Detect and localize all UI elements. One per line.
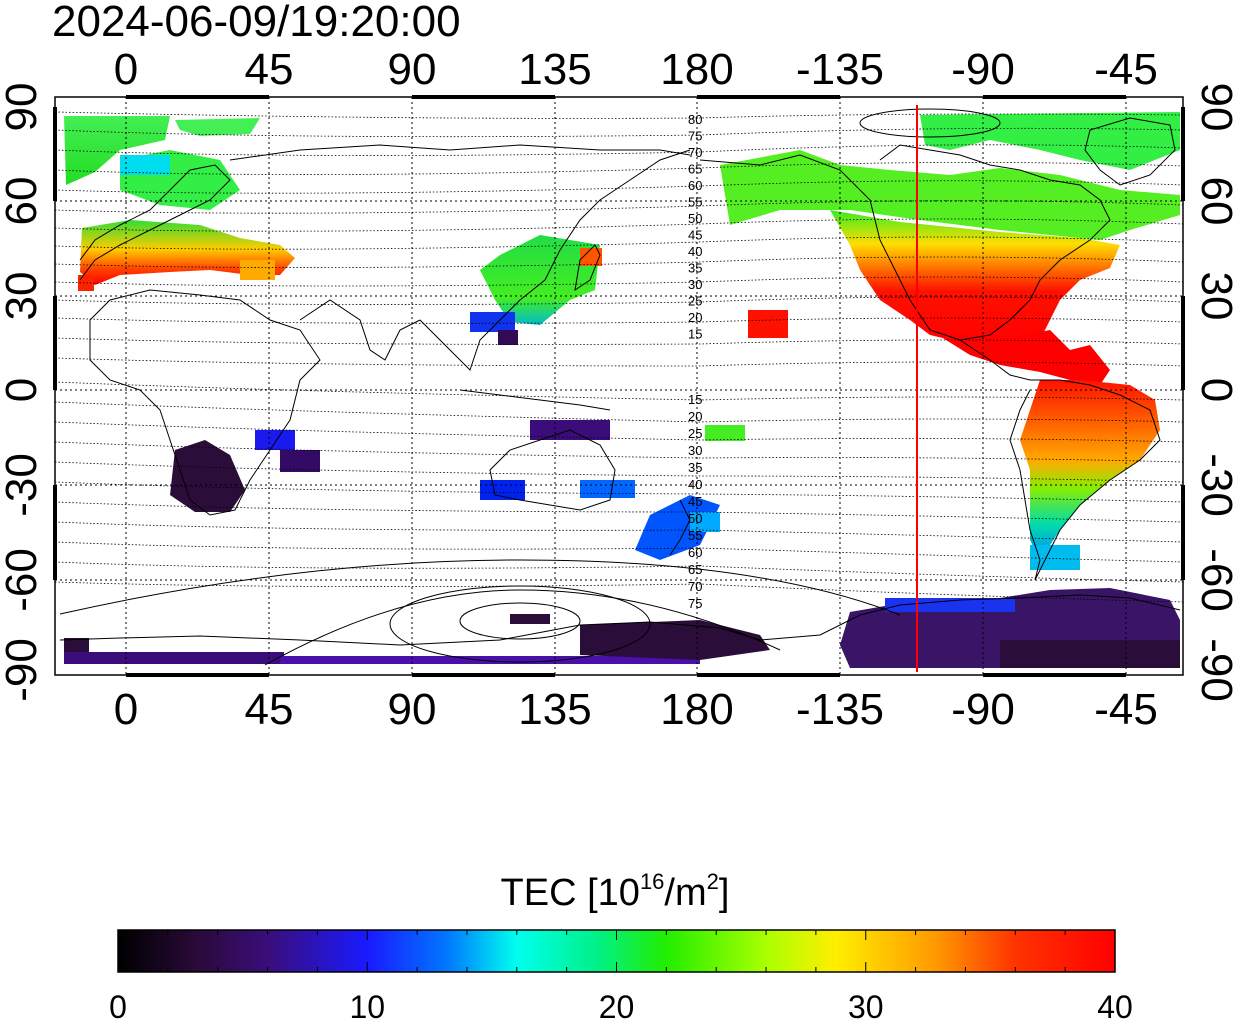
top-lon-label: -90 (951, 45, 1015, 94)
coastlines (59, 117, 1181, 646)
contour-label: 45 (688, 228, 702, 243)
top-lon-label: -135 (796, 45, 884, 94)
left-lat-label: -90 (0, 638, 46, 702)
left-lat-label: 0 (0, 378, 46, 402)
top-lon-label: 90 (388, 45, 437, 94)
colorbar-tick-labels: 0 10 20 30 40 (109, 989, 1133, 1021)
contour-label: 25 (688, 426, 702, 441)
colorbar-tick-label: 20 (599, 989, 635, 1021)
tec-patch-siberia (175, 118, 260, 136)
colorbar-tick-label: 40 (1097, 989, 1133, 1021)
tec-patch-central-america (930, 330, 1110, 385)
contour-label: 50 (688, 211, 702, 226)
tec-patch-antarctic-east (580, 620, 770, 660)
bottom-lon-label: 45 (245, 685, 294, 734)
contour-label: 65 (688, 562, 702, 577)
right-latitude-labels: 90 60 30 0 -30 -60 -90 (1192, 83, 1235, 702)
tec-data-layer (64, 112, 1180, 668)
contour-label: 40 (688, 477, 702, 492)
top-longitude-labels: 0 45 90 135 180 -135 -90 -45 (114, 45, 1158, 94)
contour-label: 25 (688, 294, 702, 309)
left-lat-label: 90 (0, 83, 46, 132)
bottom-lon-label: -45 (1094, 685, 1158, 734)
contour-label: 70 (688, 145, 702, 160)
right-lat-label: -90 (1192, 638, 1235, 702)
contour-label: 35 (688, 261, 702, 276)
top-lon-label: 0 (114, 45, 138, 94)
tec-patch-canada (720, 150, 1180, 240)
contour-label: 40 (688, 244, 702, 259)
contour-label: 55 (688, 195, 702, 210)
bottom-lon-label: -90 (951, 685, 1015, 734)
left-lat-label: 60 (0, 177, 46, 226)
contour-label: 60 (688, 545, 702, 560)
left-lat-label: 30 (0, 272, 46, 321)
colorbar-tick-label: 30 (848, 989, 884, 1021)
bottom-lon-label: 135 (518, 685, 591, 734)
bottom-lon-label: 90 (388, 685, 437, 734)
top-lon-label: -45 (1094, 45, 1158, 94)
contour-label: 65 (688, 162, 702, 177)
contour-label: 15 (688, 327, 702, 342)
contour-label: 15 (688, 392, 702, 407)
tec-patch-east-asia (480, 235, 600, 325)
contour-label: 20 (688, 310, 702, 325)
contour-label: 35 (688, 460, 702, 475)
right-lat-label: 90 (1192, 83, 1235, 132)
bottom-lon-label: 0 (114, 685, 138, 734)
left-latitude-labels: 90 60 30 0 -30 -60 -90 (0, 83, 46, 702)
contour-label: 75 (688, 129, 702, 144)
contour-label: 80 (688, 112, 702, 127)
contour-label: 20 (688, 409, 702, 424)
colorbar-ticks (117, 930, 1116, 972)
tec-patch-south-america (1020, 380, 1160, 560)
tec-patch-usa (830, 210, 1120, 345)
south-pole-contours (59, 108, 1001, 666)
magnetic-contours (55, 111, 1183, 603)
contour-label: 30 (688, 443, 702, 458)
right-lat-label: 0 (1192, 378, 1235, 402)
contour-label: 70 (688, 579, 702, 594)
colorbar-title: TEC [1016/m2] (501, 869, 730, 914)
left-lat-label: -60 (0, 548, 46, 612)
contour-label: 55 (688, 528, 702, 543)
left-lat-label: -30 (0, 453, 46, 517)
right-lat-label: -30 (1192, 453, 1235, 517)
colorbar-tick-label: 10 (349, 989, 385, 1021)
top-lon-label: 135 (518, 45, 591, 94)
contour-labels-south: 15 20 25 30 35 40 45 50 55 60 65 70 75 (688, 392, 702, 611)
colorbar-tick-label: 0 (109, 989, 127, 1021)
bottom-lon-label: -135 (796, 685, 884, 734)
top-lon-label: 45 (245, 45, 294, 94)
frame-bars (53, 95, 1185, 677)
bottom-longitude-labels: 0 45 90 135 180 -135 -90 -45 (114, 685, 1158, 734)
timestamp-title: 2024-06-09/19:20:00 (52, 0, 461, 46)
top-lon-label: 180 (660, 45, 733, 94)
contour-label: 50 (688, 511, 702, 526)
bottom-lon-label: 180 (660, 685, 733, 734)
tec-patch-south-africa (170, 440, 245, 512)
contour-label: 45 (688, 494, 702, 509)
contour-label: 30 (688, 277, 702, 292)
right-lat-label: 60 (1192, 177, 1235, 226)
tec-patch-arctic-america (920, 112, 1180, 170)
right-lat-label: 30 (1192, 272, 1235, 321)
colorbar: TEC [1016/m2] 0 10 20 30 40 (109, 869, 1133, 1021)
contour-label: 75 (688, 596, 702, 611)
contour-label: 60 (688, 178, 702, 193)
right-lat-label: -60 (1192, 548, 1235, 612)
tec-patch-new-zealand (635, 495, 720, 560)
